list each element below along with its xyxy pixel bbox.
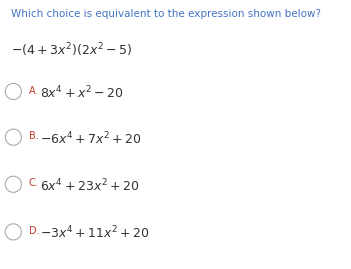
Text: Which choice is equivalent to the expression shown below?: Which choice is equivalent to the expres…	[11, 9, 320, 19]
Text: $8x^4+x^2-20$: $8x^4+x^2-20$	[40, 85, 124, 101]
Text: B.: B.	[29, 131, 39, 141]
Text: $-3x^4+11x^2+20$: $-3x^4+11x^2+20$	[40, 225, 150, 242]
Text: $-6x^4+7x^2+20$: $-6x^4+7x^2+20$	[40, 130, 142, 147]
Text: $-(4+3x^2)(2x^2-5)$: $-(4+3x^2)(2x^2-5)$	[11, 42, 132, 59]
Text: D.: D.	[29, 226, 39, 236]
Text: A.: A.	[29, 86, 38, 95]
Text: $6x^4+23x^2+20$: $6x^4+23x^2+20$	[40, 178, 140, 194]
Text: C.: C.	[29, 178, 39, 188]
